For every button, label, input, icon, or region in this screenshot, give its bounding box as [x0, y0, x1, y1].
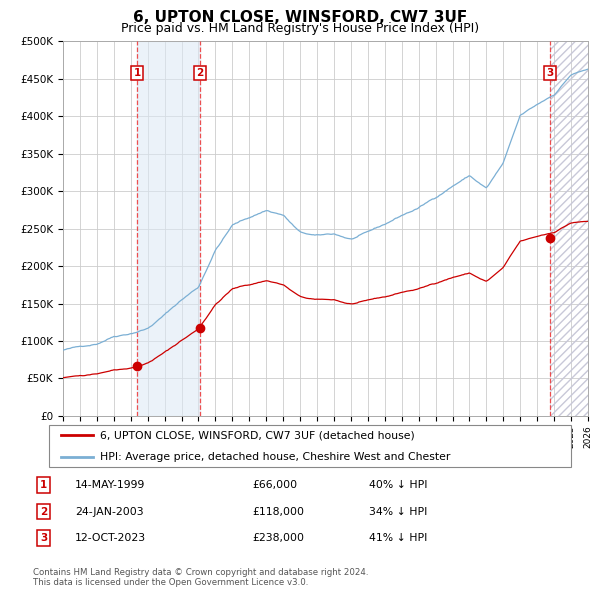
Text: 14-MAY-1999: 14-MAY-1999	[75, 480, 145, 490]
Text: £238,000: £238,000	[252, 533, 304, 543]
Text: 1: 1	[40, 480, 47, 490]
Text: 6, UPTON CLOSE, WINSFORD, CW7 3UF (detached house): 6, UPTON CLOSE, WINSFORD, CW7 3UF (detac…	[101, 431, 415, 441]
Text: 24-JAN-2003: 24-JAN-2003	[75, 507, 143, 516]
Text: 2: 2	[40, 507, 47, 516]
Text: 34% ↓ HPI: 34% ↓ HPI	[369, 507, 427, 516]
Text: 1: 1	[133, 68, 140, 78]
Text: 3: 3	[547, 68, 554, 78]
Text: 40% ↓ HPI: 40% ↓ HPI	[369, 480, 427, 490]
Bar	[137, 41, 200, 416]
Text: 6, UPTON CLOSE, WINSFORD, CW7 3UF: 6, UPTON CLOSE, WINSFORD, CW7 3UF	[133, 10, 467, 25]
Text: 41% ↓ HPI: 41% ↓ HPI	[369, 533, 427, 543]
Text: £118,000: £118,000	[252, 507, 304, 516]
Text: Contains HM Land Registry data © Crown copyright and database right 2024.
This d: Contains HM Land Registry data © Crown c…	[33, 568, 368, 587]
FancyBboxPatch shape	[49, 425, 571, 467]
Text: HPI: Average price, detached house, Cheshire West and Chester: HPI: Average price, detached house, Ches…	[101, 451, 451, 461]
Text: £66,000: £66,000	[252, 480, 297, 490]
Text: 2: 2	[196, 68, 203, 78]
Text: 12-OCT-2023: 12-OCT-2023	[75, 533, 146, 543]
Text: 3: 3	[40, 533, 47, 543]
Text: Price paid vs. HM Land Registry's House Price Index (HPI): Price paid vs. HM Land Registry's House …	[121, 22, 479, 35]
